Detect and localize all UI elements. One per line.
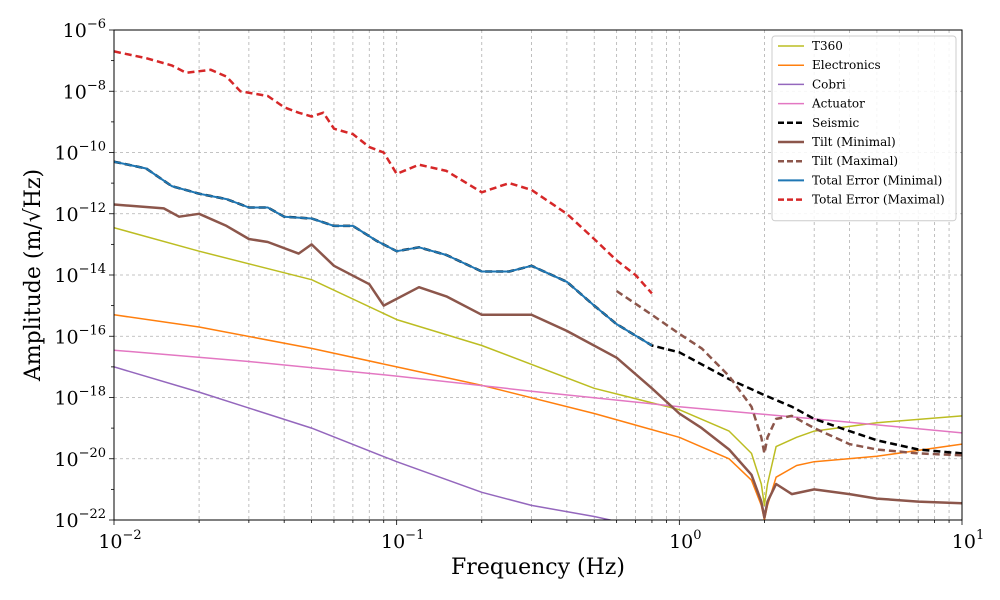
legend-label: Actuator [811,97,865,111]
legend-label: T360 [812,39,843,53]
axis-ticks: 10−2 10−1 100 101 10−22 10−20 10−18 10−16 10−14 1… [54,17,984,553]
y-tick-label: 10−18 [54,385,106,410]
y-axis-title: Amplitude (m/√Hz) [21,169,46,382]
series-line-tilt-maximal [615,289,962,457]
y-tick-label: 10−14 [54,262,106,287]
y-tick-label: 10−22 [54,507,106,532]
y-tick-label: 10−8 [63,78,106,103]
legend-label: Seismic [812,116,860,130]
series-line-cobri [114,366,614,520]
series-line-total-error-minimal [114,160,653,347]
legend-label: Electronics [812,58,881,72]
x-tick-label: 10−1 [381,528,424,553]
series-line-electronics [114,314,962,520]
x-tick-label: 10−2 [98,528,141,553]
legend: T360 Electronics Cobri Actuator Seismic Tilt … [771,35,957,222]
x-axis-title: Frequency (Hz) [451,555,625,580]
legend-label: Cobri [812,77,846,91]
x-tick-label: 101 [952,528,984,553]
series-line-total-error-maximal [114,50,653,295]
series-lines [114,50,962,520]
series-line-actuator [114,349,962,434]
y-tick-label: 10−10 [54,140,106,165]
series-line-t360 [114,226,962,507]
legend-label: Total Error (Minimal) [812,173,942,187]
y-tick-label: 10−12 [54,201,106,226]
x-tick-label: 100 [669,528,701,553]
legend-label: Total Error (Maximal) [812,193,945,207]
grid [114,30,962,520]
y-tick-label: 10−16 [54,323,106,348]
y-tick-label: 10−20 [54,446,106,471]
y-tick-label: 10−6 [63,17,106,42]
legend-box [771,35,957,222]
series-line-tilt-minimal [114,203,962,519]
legend-label: Tilt (Maximal) [812,154,898,168]
legend-label: Tilt (Minimal) [812,135,896,149]
